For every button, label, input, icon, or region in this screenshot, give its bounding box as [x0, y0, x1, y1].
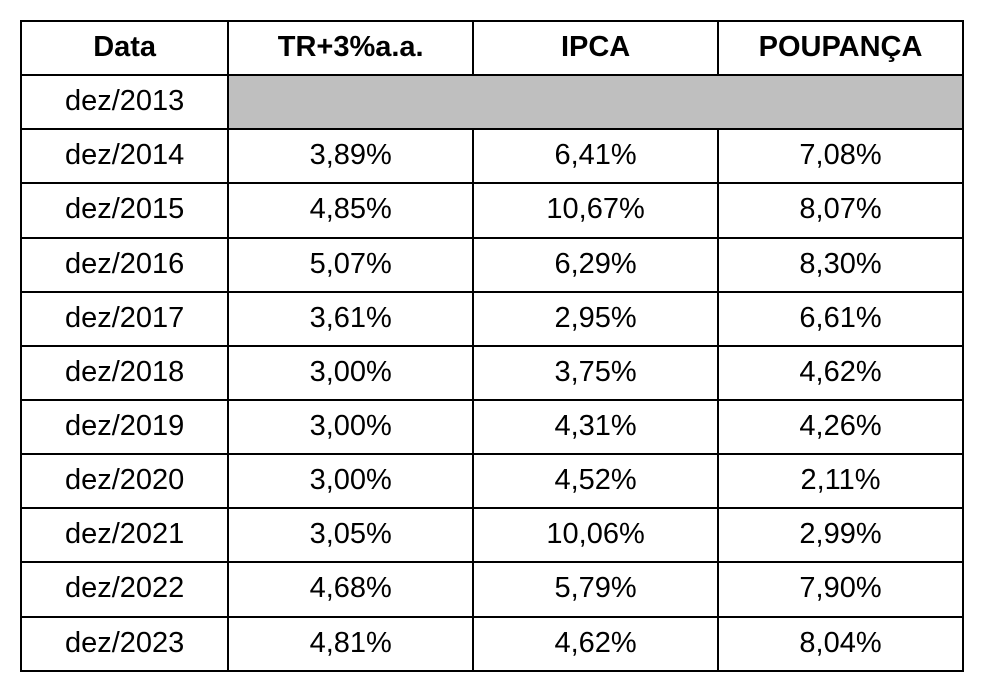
table-row: dez/20165,07%6,29%8,30% — [21, 238, 963, 292]
cell-ipca: 6,41% — [473, 129, 718, 183]
cell-tr: 4,81% — [228, 617, 473, 671]
cell-poupanca: 8,30% — [718, 238, 963, 292]
table-row: dez/20203,00%4,52%2,11% — [21, 454, 963, 508]
col-header-tr: TR+3%a.a. — [228, 21, 473, 75]
col-header-poupanca: POUPANÇA — [718, 21, 963, 75]
rates-table: Data TR+3%a.a. IPCA POUPANÇA dez/2013dez… — [20, 20, 964, 672]
cell-tr: 3,61% — [228, 292, 473, 346]
cell-tr: 4,68% — [228, 562, 473, 616]
cell-poupanca: 8,04% — [718, 617, 963, 671]
cell-poupanca: 6,61% — [718, 292, 963, 346]
cell-poupanca: 8,07% — [718, 183, 963, 237]
cell-date: dez/2023 — [21, 617, 228, 671]
cell-poupanca: 2,99% — [718, 508, 963, 562]
cell-date: dez/2017 — [21, 292, 228, 346]
col-header-data: Data — [21, 21, 228, 75]
cell-tr: 3,00% — [228, 400, 473, 454]
rates-table-container: Data TR+3%a.a. IPCA POUPANÇA dez/2013dez… — [20, 20, 964, 672]
cell-poupanca: 7,90% — [718, 562, 963, 616]
cell-ipca: 6,29% — [473, 238, 718, 292]
header-row: Data TR+3%a.a. IPCA POUPANÇA — [21, 21, 963, 75]
table-row: dez/20143,89%6,41%7,08% — [21, 129, 963, 183]
cell-tr: 4,85% — [228, 183, 473, 237]
table-row: dez/20234,81%4,62%8,04% — [21, 617, 963, 671]
cell-poupanca: 2,11% — [718, 454, 963, 508]
table-row: dez/20193,00%4,31%4,26% — [21, 400, 963, 454]
cell-tr: 3,05% — [228, 508, 473, 562]
cell-date: dez/2020 — [21, 454, 228, 508]
cell-date: dez/2014 — [21, 129, 228, 183]
cell-ipca: 4,62% — [473, 617, 718, 671]
cell-date: dez/2016 — [21, 238, 228, 292]
cell-ipca: 10,06% — [473, 508, 718, 562]
cell-date: dez/2013 — [21, 75, 228, 129]
cell-ipca: 3,75% — [473, 346, 718, 400]
cell-poupanca: 7,08% — [718, 129, 963, 183]
cell-poupanca: 4,26% — [718, 400, 963, 454]
cell-tr: 3,00% — [228, 346, 473, 400]
cell-tr: 5,07% — [228, 238, 473, 292]
cell-ipca: 5,79% — [473, 562, 718, 616]
cell-ipca: 4,31% — [473, 400, 718, 454]
cell-ipca: 4,52% — [473, 454, 718, 508]
table-body: dez/2013dez/20143,89%6,41%7,08%dez/20154… — [21, 75, 963, 671]
cell-poupanca: 4,62% — [718, 346, 963, 400]
table-row: dez/20224,68%5,79%7,90% — [21, 562, 963, 616]
cell-ipca: 2,95% — [473, 292, 718, 346]
table-row: dez/20173,61%2,95%6,61% — [21, 292, 963, 346]
table-row: dez/20154,85%10,67%8,07% — [21, 183, 963, 237]
cell-tr: 3,00% — [228, 454, 473, 508]
table-row: dez/20213,05%10,06%2,99% — [21, 508, 963, 562]
cell-tr: 3,89% — [228, 129, 473, 183]
col-header-ipca: IPCA — [473, 21, 718, 75]
cell-date: dez/2019 — [21, 400, 228, 454]
table-row: dez/20183,00%3,75%4,62% — [21, 346, 963, 400]
cell-ipca: 10,67% — [473, 183, 718, 237]
cell-date: dez/2021 — [21, 508, 228, 562]
table-row: dez/2013 — [21, 75, 963, 129]
cell-date: dez/2018 — [21, 346, 228, 400]
cell-date: dez/2015 — [21, 183, 228, 237]
cell-date: dez/2022 — [21, 562, 228, 616]
cell-blank — [228, 75, 963, 129]
